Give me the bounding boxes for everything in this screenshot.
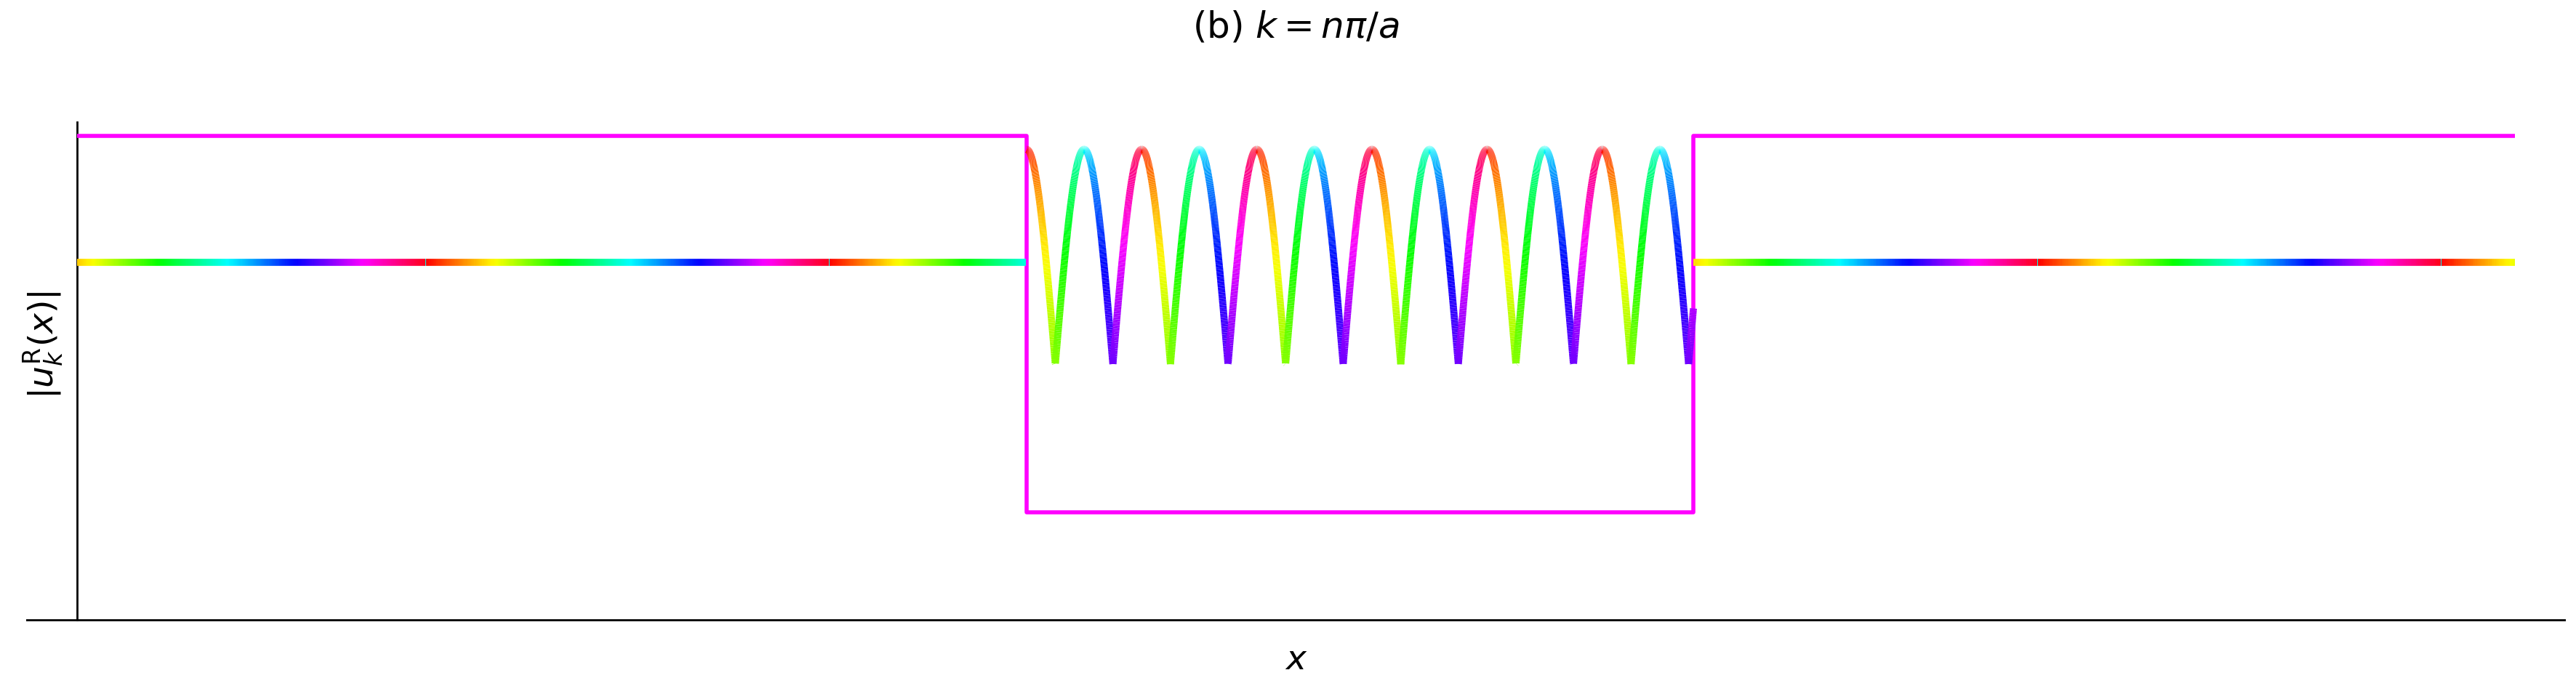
Title: (b) $k = n\pi/a$: (b) $k = n\pi/a$ — [1193, 10, 1399, 45]
X-axis label: $x$: $x$ — [1285, 643, 1309, 676]
Y-axis label: $|u_k^{\mathrm{R}}(x)|$: $|u_k^{\mathrm{R}}(x)|$ — [21, 290, 64, 399]
